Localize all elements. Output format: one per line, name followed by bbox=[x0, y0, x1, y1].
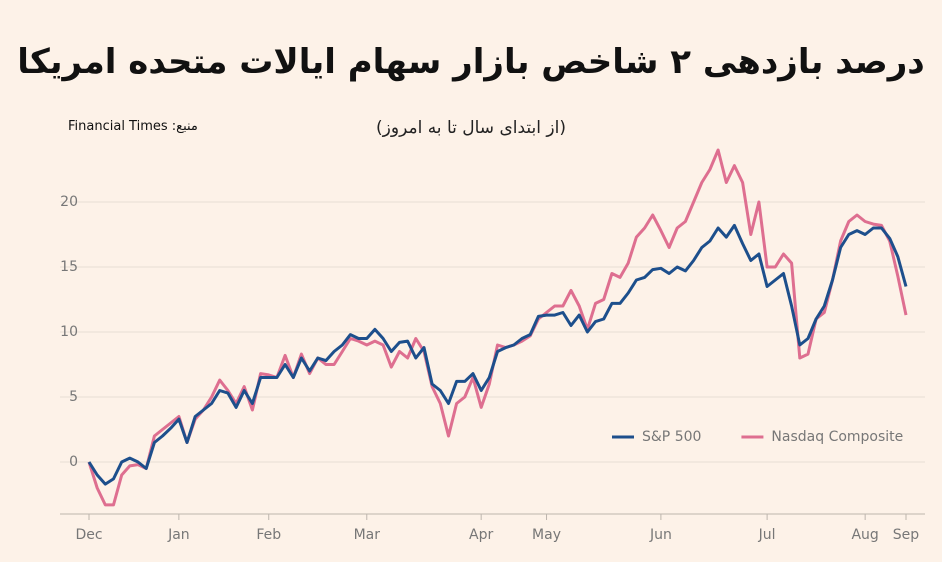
y-tick-label: 20 bbox=[60, 194, 78, 210]
x-tick-label: Sep bbox=[893, 527, 920, 543]
x-tick-label: Jan bbox=[167, 527, 190, 543]
x-tick-label: May bbox=[532, 527, 561, 543]
y-tick-label: 0 bbox=[69, 454, 78, 470]
legend-label: Nasdaq Composite bbox=[771, 429, 903, 445]
x-tick-label: Apr bbox=[469, 527, 493, 543]
series-line bbox=[87, 223, 908, 486]
source-note: منبع: Financial Times bbox=[68, 119, 198, 134]
y-tick-label: 10 bbox=[60, 324, 78, 340]
x-tick-label: Feb bbox=[256, 527, 281, 543]
x-tick-label: Mar bbox=[354, 527, 381, 543]
series-line bbox=[87, 148, 908, 507]
x-tick-label: Aug bbox=[851, 527, 878, 543]
x-tick-label: Jul bbox=[758, 527, 776, 543]
legend-label: S&P 500 bbox=[642, 429, 701, 445]
chart-title: درصد بازدهی ۲ شاخص بازار سهام ایالات متح… bbox=[17, 42, 925, 82]
chart-subtitle: (از ابتدای سال تا به امروز) bbox=[376, 118, 566, 138]
x-tick-label: Jun bbox=[649, 527, 672, 543]
x-tick-label: Dec bbox=[75, 527, 102, 543]
y-tick-label: 15 bbox=[60, 259, 78, 275]
y-tick-label: 5 bbox=[69, 389, 78, 405]
